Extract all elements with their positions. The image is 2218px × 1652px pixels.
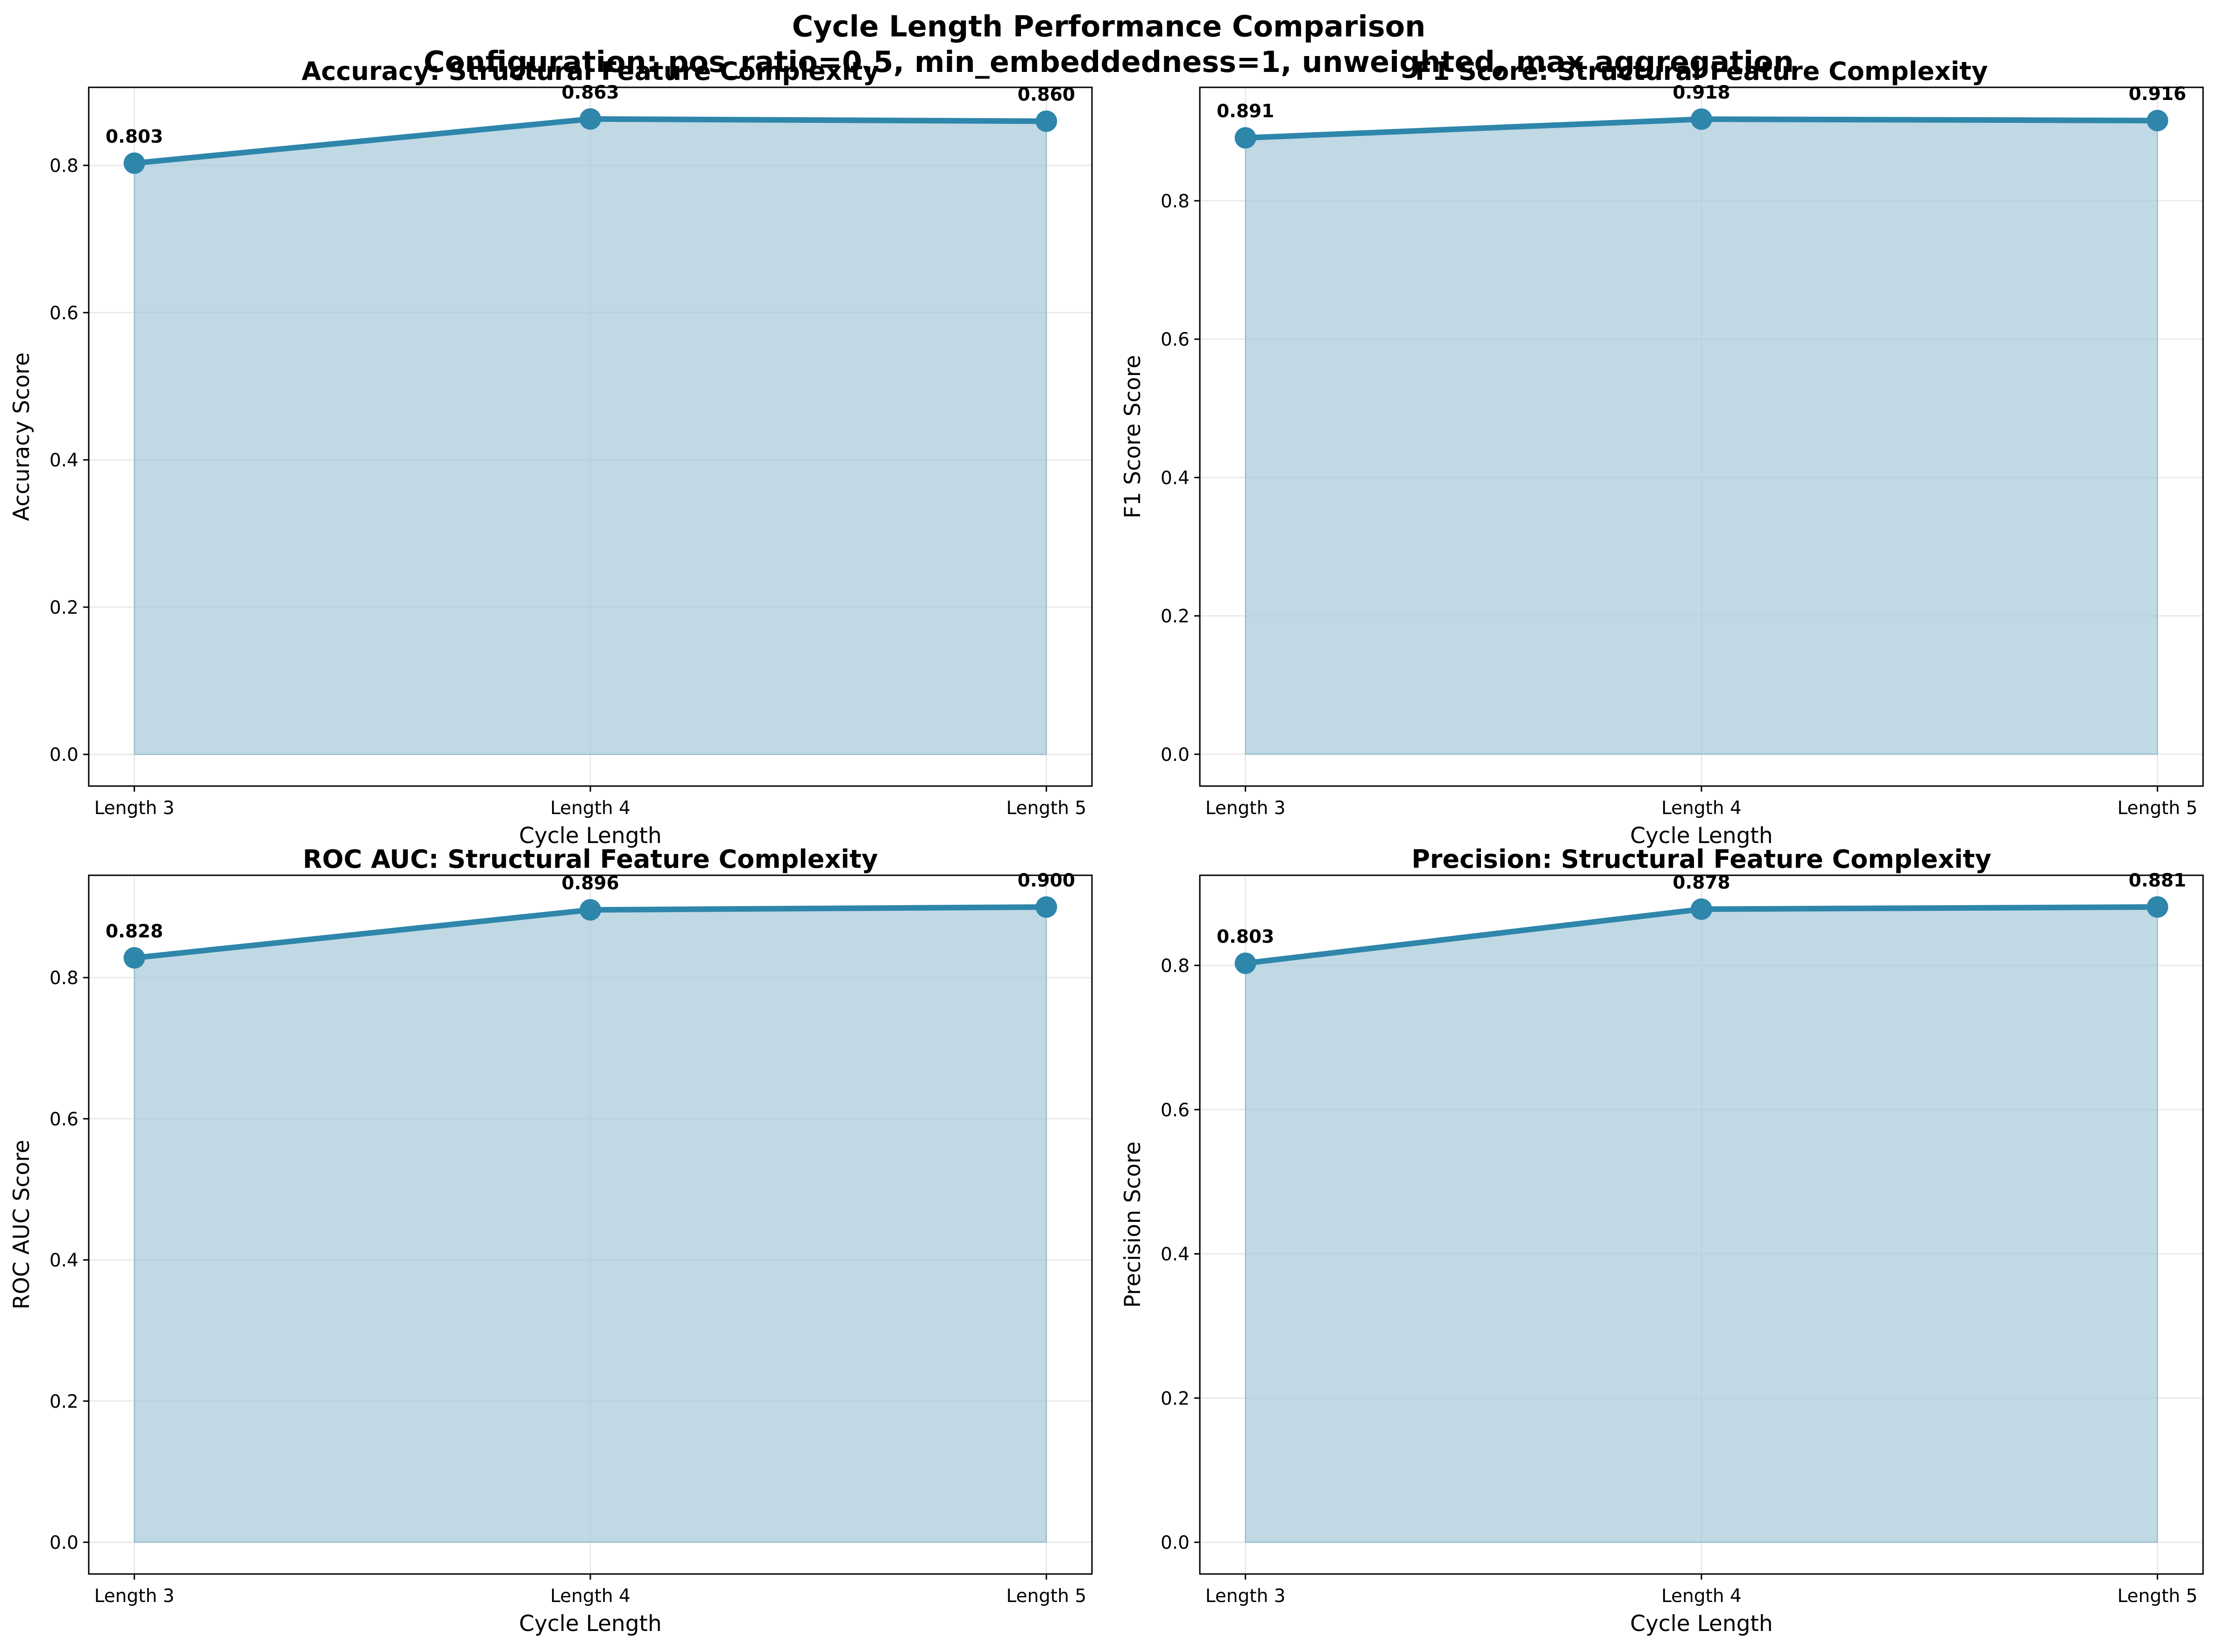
data-label: 0.900 xyxy=(1018,870,1075,891)
subplot-3: 0.828 0.896 0.900 0.0 0.2 0.4 0.6 0.8 Length 3 Le… xyxy=(9,844,1093,1637)
data-label: 0.803 xyxy=(1217,926,1274,947)
x-tick-label: Length 5 xyxy=(2117,798,2197,819)
x-tick-label: Length 3 xyxy=(94,798,175,819)
y-tick-label: 0.0 xyxy=(1161,1532,1190,1553)
x-axis-label: Cycle Length xyxy=(519,823,662,849)
y-tick-label: 0.6 xyxy=(1161,329,1190,350)
subplot-title: Accuracy: Structural Feature Complexity xyxy=(302,57,879,86)
y-tick-label: 0.2 xyxy=(1161,606,1190,627)
x-tick-label: Length 3 xyxy=(1205,798,1286,819)
data-label: 0.881 xyxy=(2129,870,2186,891)
data-label: 0.803 xyxy=(106,126,163,147)
data-point xyxy=(1234,952,1256,974)
y-tick-label: 0.8 xyxy=(50,968,78,989)
y-axis-label: ROC AUC Score xyxy=(9,1140,35,1309)
data-label: 0.891 xyxy=(1217,101,1274,122)
y-axis-label: Precision Score xyxy=(1120,1142,1146,1308)
y-tick-label: 0.0 xyxy=(1161,744,1190,766)
data-point xyxy=(580,899,601,921)
x-tick-label: Length 4 xyxy=(550,798,631,819)
data-point xyxy=(2147,110,2168,132)
area-fill xyxy=(134,906,1047,1543)
subplot-title: ROC AUC: Structural Feature Complexity xyxy=(303,844,878,874)
figure-subtitle: Configuration: pos_ratio=0.5, min_embedd… xyxy=(424,45,1794,79)
y-tick-label: 0.2 xyxy=(50,1391,78,1412)
data-label: 0.896 xyxy=(561,873,619,894)
y-tick-label: 0.4 xyxy=(1161,1244,1190,1265)
data-label: 0.863 xyxy=(561,82,619,103)
data-label: 0.918 xyxy=(1672,82,1730,103)
x-axis-label: Cycle Length xyxy=(1630,823,1773,849)
y-tick-label: 0.6 xyxy=(1161,1100,1190,1121)
x-tick-label: Length 4 xyxy=(550,1586,631,1607)
y-axis-label: Accuracy Score xyxy=(9,352,35,521)
data-point xyxy=(1691,898,1712,920)
y-tick-label: 0.8 xyxy=(1161,956,1190,977)
data-point xyxy=(2147,896,2168,918)
data-point xyxy=(580,108,601,130)
x-tick-label: Length 4 xyxy=(1661,1586,1742,1607)
x-tick-label: Length 5 xyxy=(1006,1586,1086,1607)
subplot-title: F1 Score: Structural Feature Complexity xyxy=(1415,57,1988,86)
area-fill xyxy=(134,118,1047,755)
x-tick-label: Length 5 xyxy=(2117,1586,2197,1607)
area-fill xyxy=(1245,906,2158,1543)
x-tick-label: Length 3 xyxy=(1205,1586,1286,1607)
y-tick-label: 0.2 xyxy=(50,597,78,618)
y-tick-label: 0.0 xyxy=(50,1532,78,1553)
y-axis-label: F1 Score Score xyxy=(1120,355,1146,518)
figure-title: Cycle Length Performance Comparison xyxy=(792,9,1426,43)
data-point xyxy=(123,947,145,969)
x-axis-label: Cycle Length xyxy=(1630,1611,1773,1637)
x-axis-label: Cycle Length xyxy=(519,1611,662,1637)
y-tick-label: 0.4 xyxy=(50,1250,78,1271)
data-point xyxy=(1691,108,1712,130)
data-point xyxy=(123,152,145,174)
x-tick-label: Length 4 xyxy=(1661,798,1742,819)
y-tick-label: 0.8 xyxy=(50,156,78,177)
x-tick-label: Length 3 xyxy=(94,1586,175,1607)
area-fill xyxy=(1245,118,2158,755)
data-label: 0.828 xyxy=(106,921,163,942)
y-tick-label: 0.6 xyxy=(50,1109,78,1130)
subplot-title: Precision: Structural Feature Complexity xyxy=(1411,844,1991,874)
x-tick-label: Length 5 xyxy=(1006,798,1086,819)
y-tick-label: 0.4 xyxy=(50,450,78,471)
y-tick-label: 0.2 xyxy=(1161,1388,1190,1409)
y-tick-label: 0.4 xyxy=(1161,468,1190,489)
y-tick-label: 0.6 xyxy=(50,303,78,324)
y-tick-label: 0.0 xyxy=(50,744,78,766)
data-point xyxy=(1035,110,1057,132)
y-tick-label: 0.8 xyxy=(1161,191,1190,212)
data-point xyxy=(1035,896,1057,918)
data-point xyxy=(1234,127,1256,149)
